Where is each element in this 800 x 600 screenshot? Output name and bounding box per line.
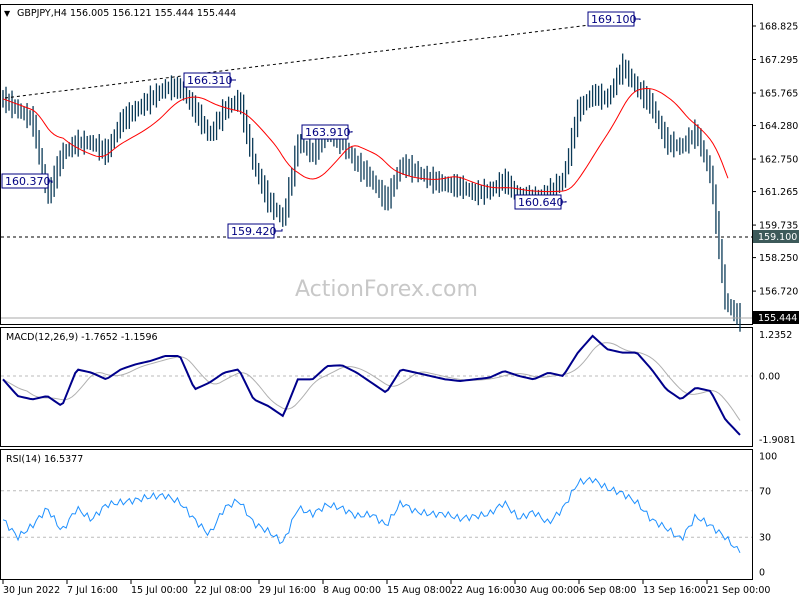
annotation-leader — [48, 180, 53, 183]
x-tick-label: 7 Jul 16:00 — [67, 585, 118, 596]
watermark: ActionForex.com — [295, 277, 478, 302]
macd-title: MACD(12,26,9) -1.7652 -1.1596 — [6, 332, 158, 343]
rsi-tick-label: 0 — [759, 568, 765, 579]
macd-tick-label: 1.2352 — [759, 330, 792, 341]
rsi-tick-label: 100 — [759, 452, 777, 463]
annotation-leader — [348, 131, 353, 133]
x-tick-label: 22 Jul 08:00 — [195, 585, 252, 596]
y-tick-label: 159.735 — [759, 221, 798, 232]
x-tick-label: 15 Jul 00:00 — [131, 585, 188, 596]
x-tick-label: 30 Aug 00:00 — [515, 585, 579, 596]
y-tick-label: 167.295 — [759, 55, 798, 66]
last-price-label: 155.444 — [758, 313, 797, 324]
annotation-box — [301, 124, 349, 140]
x-tick-label: 13 Sep 16:00 — [643, 585, 706, 596]
rsi-tick-label: 30 — [759, 533, 771, 544]
y-tick-label: 162.750 — [759, 155, 798, 166]
annotation-box — [183, 72, 231, 88]
chart-header: GBPJPY,H4 156.005 156.121 155.444 155.44… — [17, 8, 236, 19]
macd-tick-label: 0.00 — [759, 372, 780, 383]
annotation-label: 159.420 — [231, 225, 277, 238]
moving-average-line — [2, 88, 729, 193]
resistance-trendline — [4, 19, 631, 99]
y-tick-label: 168.825 — [759, 22, 798, 33]
x-tick-label: 22 Aug 16:00 — [451, 585, 515, 596]
x-tick-label: 30 Jun 2022 — [3, 585, 60, 596]
annotation-label: 160.640 — [518, 196, 564, 209]
annotation-box — [227, 223, 275, 239]
annotation-box — [1, 173, 49, 189]
annotation-leader — [561, 201, 567, 203]
annotation-label: 169.100 — [591, 13, 637, 26]
y-tick-label: 158.250 — [759, 253, 798, 264]
annotation-label: 160.370 — [5, 175, 51, 188]
x-tick-label: 21 Sep 00:00 — [707, 585, 770, 596]
y-tick-label: 156.720 — [759, 287, 798, 298]
dropdown-triangle-icon[interactable]: ▼ — [4, 9, 11, 18]
annotation-leader — [634, 18, 641, 20]
annotation-leader — [274, 229, 283, 232]
macd-tick-label: -1.9081 — [759, 435, 796, 446]
x-tick-label: 29 Jul 16:00 — [259, 585, 316, 596]
annotation-box — [587, 11, 635, 27]
rsi-panel — [0, 449, 753, 580]
y-tick-label: 165.765 — [759, 89, 798, 100]
x-tick-label: 8 Aug 00:00 — [323, 585, 381, 596]
y-tick-label: 161.265 — [759, 187, 798, 198]
y-tick-label: 164.280 — [759, 121, 798, 132]
main-panel — [0, 4, 753, 325]
level-price-tag — [753, 230, 799, 243]
rsi-tick-label: 70 — [759, 486, 771, 497]
last-price-tag — [753, 311, 799, 324]
annotation-box — [514, 194, 562, 210]
rsi-title: RSI(14) 16.5377 — [6, 454, 83, 465]
x-tick-label: 15 Aug 08:00 — [387, 585, 451, 596]
x-tick-label: 6 Sep 08:00 — [579, 585, 636, 596]
annotation-label: 163.910 — [305, 126, 351, 139]
macd-panel — [0, 327, 753, 447]
level-price-label: 159.100 — [758, 232, 797, 243]
macd-signal-line — [2, 342, 741, 421]
annotation-label: 166.310 — [187, 74, 233, 87]
macd-line — [2, 334, 741, 436]
rsi-line — [2, 476, 741, 554]
